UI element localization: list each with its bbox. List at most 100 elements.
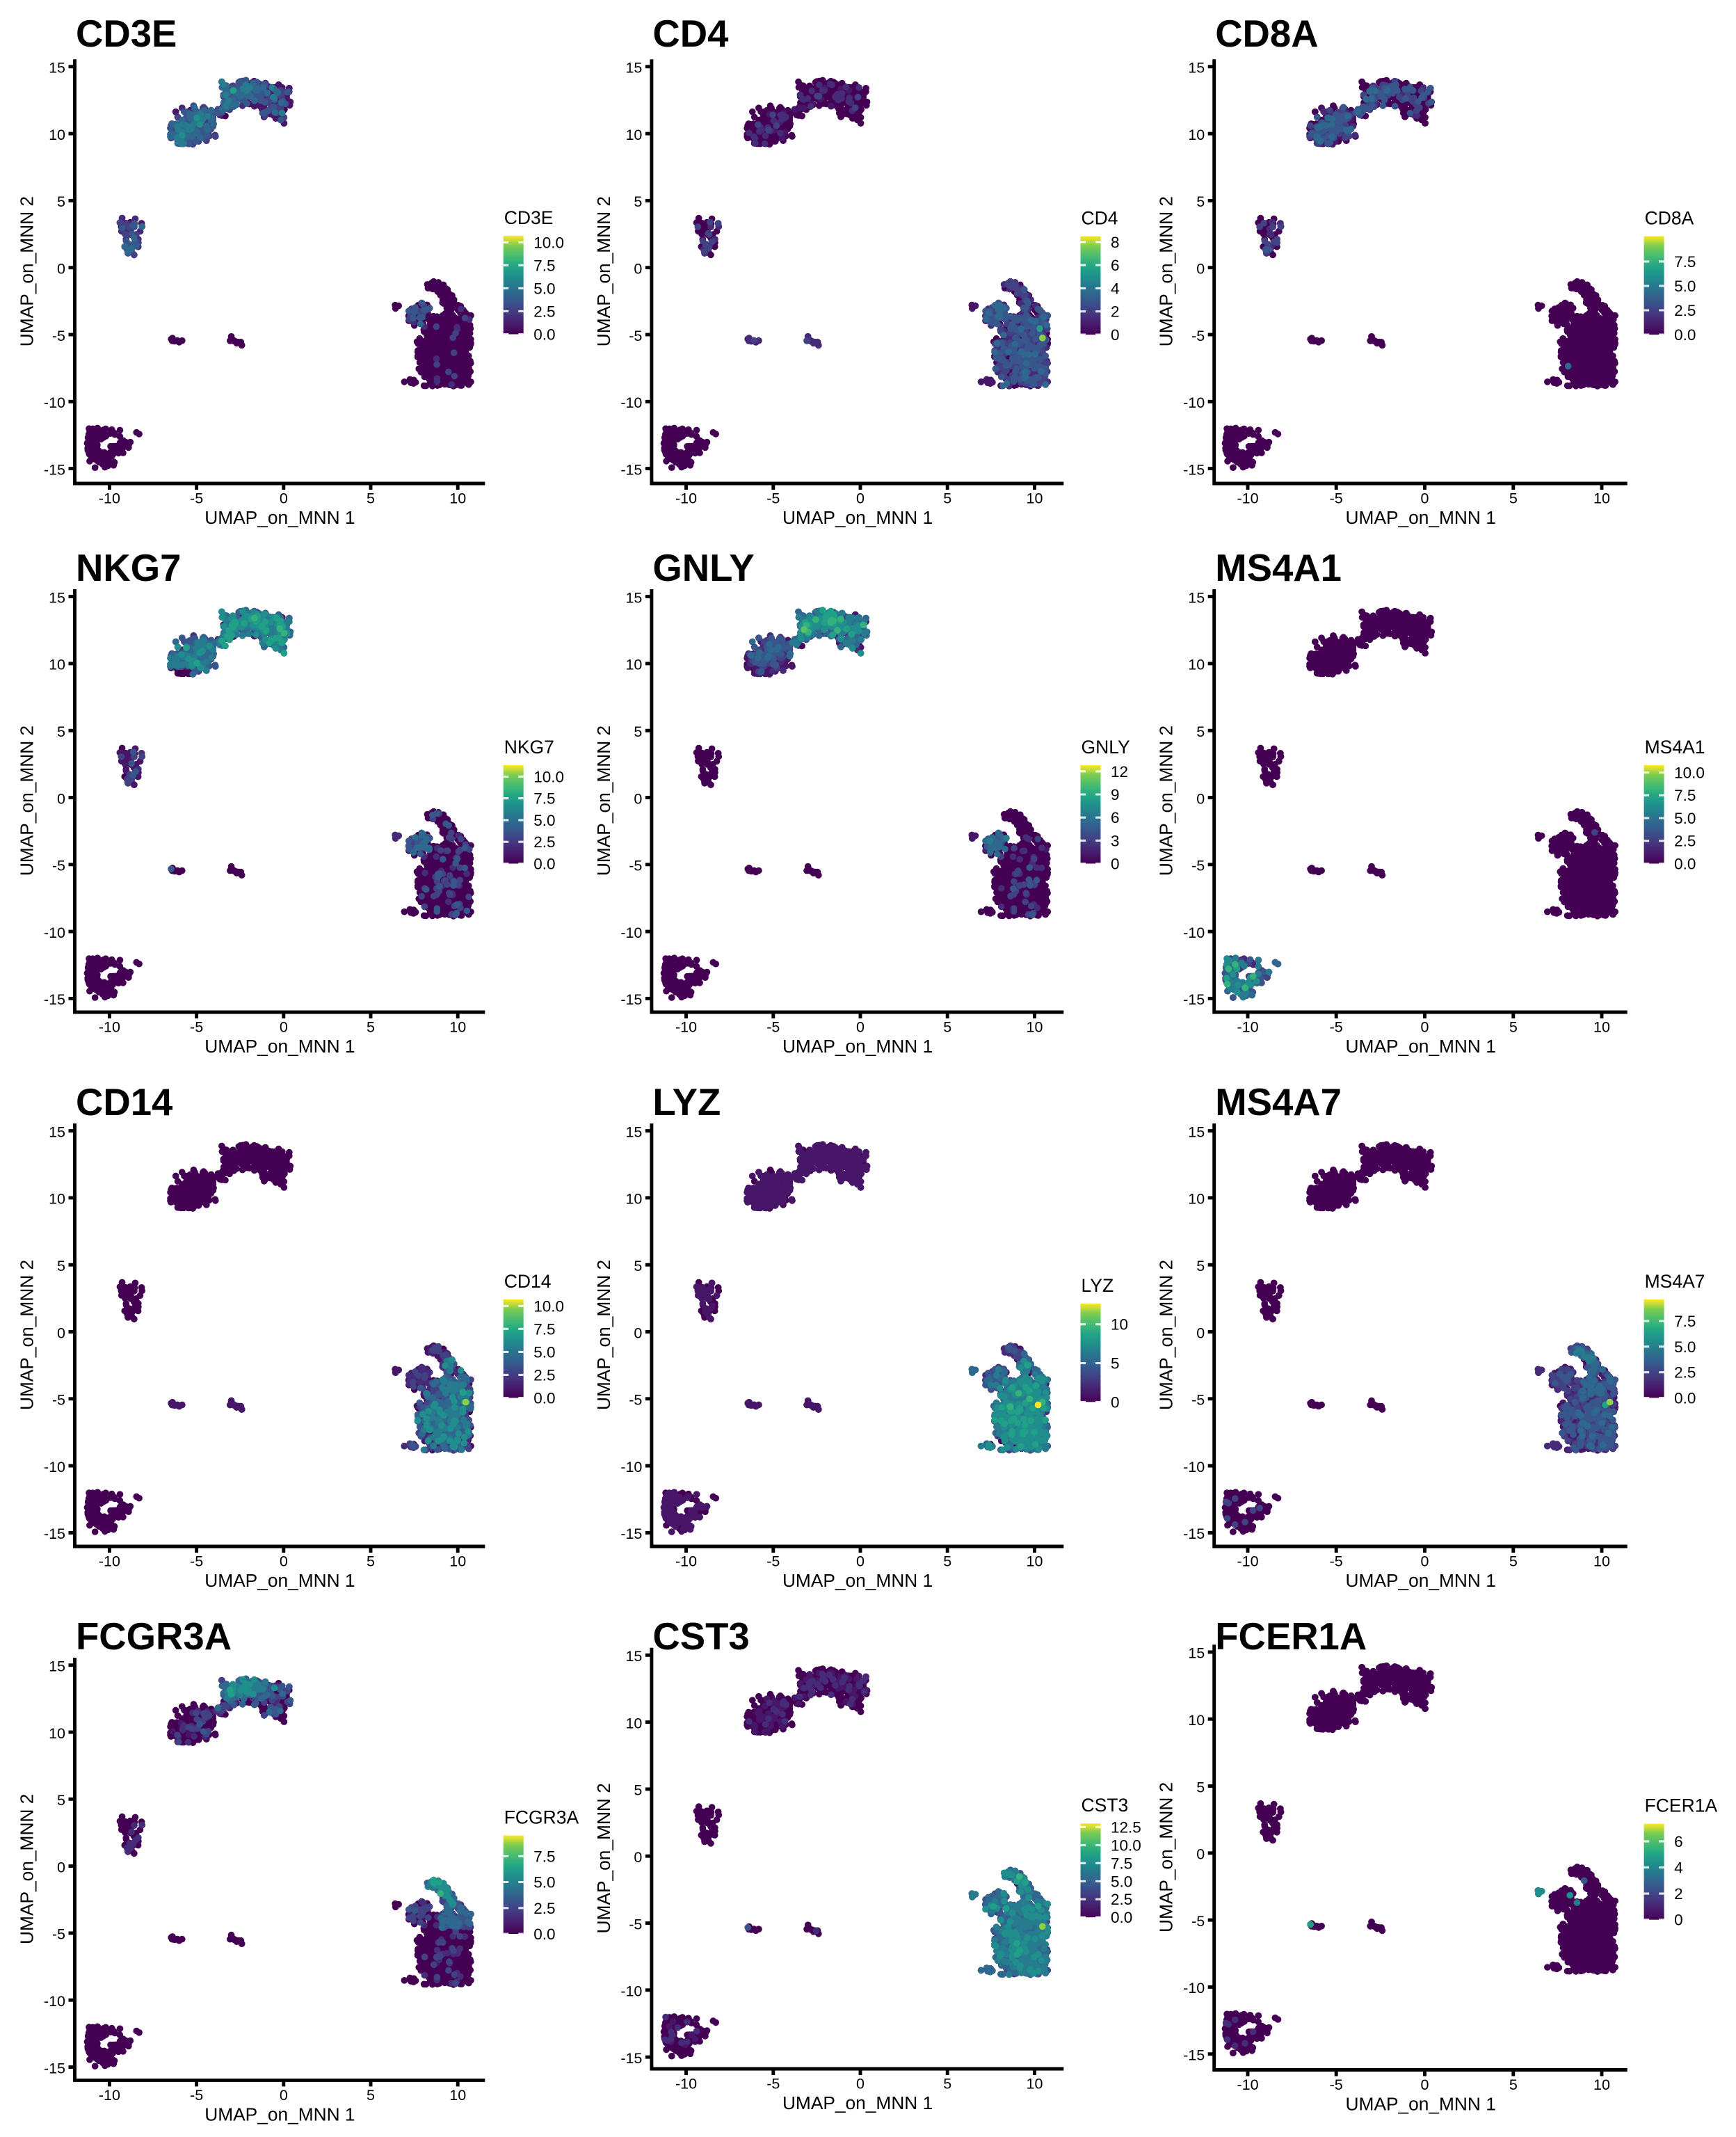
svg-text:5: 5 xyxy=(943,1553,951,1570)
svg-text:UMAP_on_MNN 1: UMAP_on_MNN 1 xyxy=(204,1036,355,1057)
svg-text:7.5: 7.5 xyxy=(533,1320,555,1338)
svg-text:10: 10 xyxy=(1188,1712,1205,1729)
svg-text:10.0: 10.0 xyxy=(1674,765,1705,782)
svg-text:15: 15 xyxy=(625,589,642,606)
svg-text:NKG7: NKG7 xyxy=(504,737,554,758)
svg-text:-15: -15 xyxy=(620,1526,642,1542)
svg-text:0.0: 0.0 xyxy=(1674,1390,1696,1407)
svg-text:6: 6 xyxy=(1111,257,1120,274)
svg-text:0: 0 xyxy=(1421,1553,1429,1570)
svg-text:CD4: CD4 xyxy=(1082,208,1118,229)
svg-text:0: 0 xyxy=(1196,1846,1205,1863)
svg-text:-10: -10 xyxy=(1183,1459,1205,1475)
svg-text:UMAP_on_MNN 2: UMAP_on_MNN 2 xyxy=(593,196,614,346)
svg-text:10: 10 xyxy=(49,1725,65,1742)
svg-text:3: 3 xyxy=(1111,832,1120,849)
svg-text:-15: -15 xyxy=(1183,2047,1205,2064)
svg-text:5.0: 5.0 xyxy=(1674,1338,1696,1356)
svg-text:-5: -5 xyxy=(1330,490,1343,507)
svg-text:UMAP_on_MNN 2: UMAP_on_MNN 2 xyxy=(593,1260,614,1410)
svg-text:UMAP_on_MNN 1: UMAP_on_MNN 1 xyxy=(782,507,933,528)
svg-text:UMAP_on_MNN 1: UMAP_on_MNN 1 xyxy=(782,1036,933,1057)
svg-text:0: 0 xyxy=(634,261,642,278)
svg-text:5: 5 xyxy=(57,723,65,740)
svg-text:0: 0 xyxy=(1196,261,1205,278)
svg-text:-15: -15 xyxy=(44,1526,65,1542)
svg-text:0: 0 xyxy=(1196,1324,1205,1341)
svg-text:-10: -10 xyxy=(1183,394,1205,411)
svg-text:2: 2 xyxy=(1674,1885,1683,1903)
svg-text:-10: -10 xyxy=(620,925,642,941)
svg-text:2.5: 2.5 xyxy=(533,1900,555,1917)
svg-text:-10: -10 xyxy=(675,1553,697,1570)
svg-text:8: 8 xyxy=(1111,234,1120,251)
svg-text:15: 15 xyxy=(625,1123,642,1140)
svg-text:10.0: 10.0 xyxy=(1111,1836,1141,1854)
svg-text:15: 15 xyxy=(49,589,65,606)
svg-text:CD3E: CD3E xyxy=(76,13,177,55)
svg-text:-10: -10 xyxy=(1237,2076,1258,2093)
svg-text:0: 0 xyxy=(634,790,642,807)
svg-text:CD14: CD14 xyxy=(504,1271,552,1292)
svg-text:5: 5 xyxy=(1509,490,1518,507)
svg-text:-10: -10 xyxy=(1183,925,1205,941)
svg-text:10: 10 xyxy=(49,1191,65,1208)
svg-text:0: 0 xyxy=(856,1553,865,1570)
svg-text:5.0: 5.0 xyxy=(533,1874,555,1891)
svg-text:0: 0 xyxy=(57,790,65,807)
svg-text:UMAP_on_MNN 1: UMAP_on_MNN 1 xyxy=(204,507,355,528)
svg-text:7.5: 7.5 xyxy=(533,790,555,808)
svg-text:7.5: 7.5 xyxy=(1111,1855,1132,1872)
svg-text:-5: -5 xyxy=(629,1916,642,1932)
svg-text:5: 5 xyxy=(1196,1258,1205,1274)
svg-text:-5: -5 xyxy=(1330,1019,1343,1036)
svg-text:5: 5 xyxy=(1196,193,1205,210)
svg-text:10.0: 10.0 xyxy=(533,234,564,251)
svg-text:-5: -5 xyxy=(629,328,642,344)
svg-text:5: 5 xyxy=(367,1019,375,1036)
svg-text:UMAP_on_MNN 1: UMAP_on_MNN 1 xyxy=(1346,1036,1496,1057)
svg-text:LYZ: LYZ xyxy=(652,1081,721,1123)
svg-text:0: 0 xyxy=(280,490,288,507)
svg-text:4: 4 xyxy=(1111,280,1120,297)
svg-text:10.0: 10.0 xyxy=(533,1297,564,1315)
svg-text:10: 10 xyxy=(625,657,642,673)
svg-text:-5: -5 xyxy=(190,490,203,507)
svg-text:0.0: 0.0 xyxy=(1674,856,1696,873)
svg-text:-10: -10 xyxy=(99,2087,120,2104)
svg-text:5: 5 xyxy=(1111,1355,1120,1372)
svg-text:-10: -10 xyxy=(44,1993,65,2010)
svg-text:0: 0 xyxy=(856,2076,865,2092)
svg-text:2.5: 2.5 xyxy=(1674,833,1696,850)
svg-text:UMAP_on_MNN 1: UMAP_on_MNN 1 xyxy=(1346,1570,1496,1591)
svg-text:UMAP_on_MNN 2: UMAP_on_MNN 2 xyxy=(1156,196,1177,346)
svg-text:-10: -10 xyxy=(675,490,697,507)
svg-text:5: 5 xyxy=(367,2087,375,2104)
svg-text:10: 10 xyxy=(1188,1191,1205,1208)
svg-text:-5: -5 xyxy=(190,1553,203,1570)
svg-text:-5: -5 xyxy=(629,858,642,874)
svg-text:-5: -5 xyxy=(1191,1392,1205,1409)
svg-text:LYZ: LYZ xyxy=(1082,1275,1114,1296)
svg-text:-5: -5 xyxy=(190,2087,203,2104)
svg-text:5.0: 5.0 xyxy=(533,1343,555,1361)
svg-text:10: 10 xyxy=(449,2087,466,2104)
svg-text:0.0: 0.0 xyxy=(533,1926,555,1943)
svg-text:5: 5 xyxy=(57,1258,65,1274)
svg-text:-15: -15 xyxy=(44,2060,65,2076)
svg-text:5: 5 xyxy=(1196,1779,1205,1795)
svg-text:12.5: 12.5 xyxy=(1111,1818,1141,1836)
svg-text:-10: -10 xyxy=(620,394,642,411)
svg-text:0: 0 xyxy=(634,1849,642,1866)
svg-text:0: 0 xyxy=(1421,2076,1429,2093)
svg-text:0: 0 xyxy=(634,1324,642,1341)
svg-text:5: 5 xyxy=(1509,1553,1518,1570)
svg-text:5: 5 xyxy=(943,490,951,507)
svg-text:15: 15 xyxy=(49,60,65,77)
svg-text:-10: -10 xyxy=(1237,490,1258,507)
svg-text:-10: -10 xyxy=(99,1553,120,1570)
svg-text:0: 0 xyxy=(1674,1912,1683,1929)
svg-text:UMAP_on_MNN 2: UMAP_on_MNN 2 xyxy=(1156,1260,1177,1410)
svg-text:0: 0 xyxy=(280,2087,288,2104)
svg-text:-5: -5 xyxy=(1330,2076,1343,2093)
